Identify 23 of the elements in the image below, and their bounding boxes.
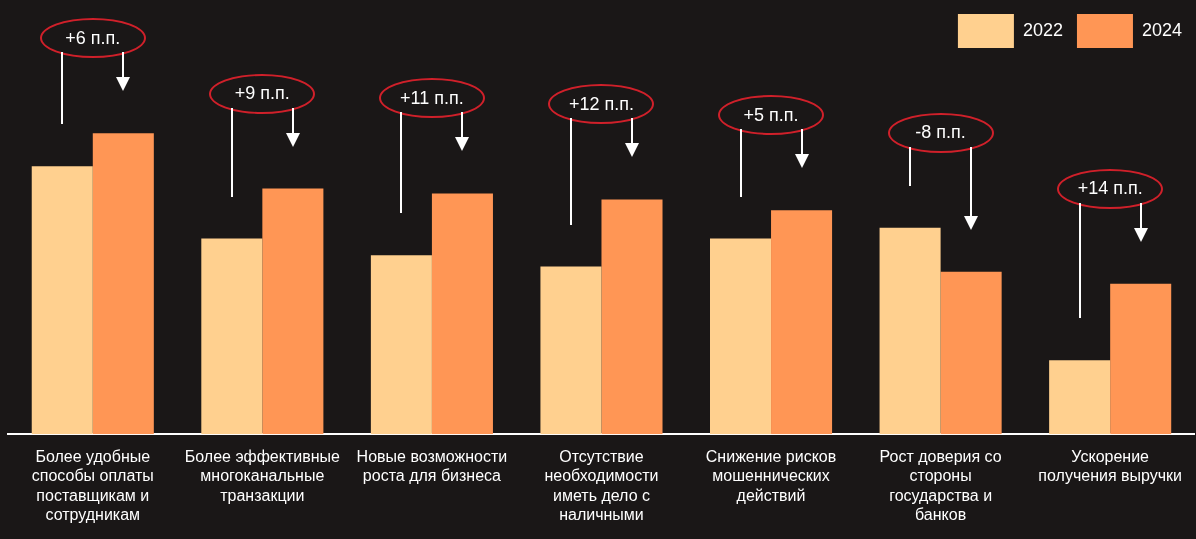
bar [879,227,941,435]
bar [262,188,324,435]
x-tick-label: Отсутствие необходимости иметь дело с наличными [544,448,659,523]
legend-label: 2024 [1141,19,1182,40]
bar [710,238,772,435]
bar [940,271,1002,435]
x-tick-label: Снижение рисков мошеннических действий [705,448,837,504]
bar [31,166,93,435]
bar [370,255,432,435]
x-tick-label: Более удобные способы оплаты поставщикам и сотрудникам [31,448,154,523]
bar [540,266,602,435]
bar [92,133,154,435]
legend-label: 2022 [1022,19,1063,40]
bar [1049,360,1111,435]
x-tick-label: Новые возможности роста для бизнеса [356,448,508,485]
bar [431,193,493,435]
x-tick-label: Ускорение получения выручки [1038,448,1182,485]
x-tick-label: Рост доверия со стороны государства и банков [879,448,1002,523]
bar [201,238,263,435]
bar [1110,283,1172,435]
bar [771,210,833,435]
bar [601,199,663,435]
x-tick-label: Более эффективные многоканальные транзакции [184,448,341,504]
